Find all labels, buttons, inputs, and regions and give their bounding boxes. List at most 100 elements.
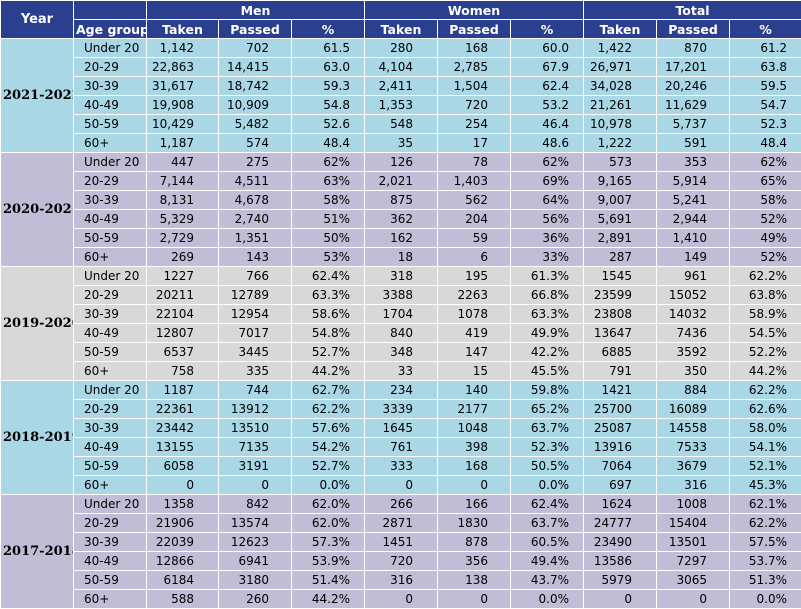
- women-taken-cell: 761: [365, 438, 438, 457]
- women-taken-cell: 333: [365, 457, 438, 476]
- total-passed-cell: 316: [657, 476, 730, 495]
- total-taken-cell: 287: [584, 248, 657, 267]
- total-passed-cell: 1,410: [657, 229, 730, 248]
- total-percent-cell: 58.9%: [730, 305, 801, 324]
- age-group-cell: 20-29: [74, 286, 147, 305]
- column-header-year: Year: [1, 1, 74, 39]
- total-passed-cell: 3679: [657, 457, 730, 476]
- men-percent-cell: 58.6%: [292, 305, 365, 324]
- women-passed-cell: 15: [438, 362, 511, 381]
- men-percent-cell: 51%: [292, 210, 365, 229]
- total-percent-cell: 62.2%: [730, 514, 801, 533]
- total-percent-cell: 59.5: [730, 77, 801, 96]
- women-taken-cell: 1645: [365, 419, 438, 438]
- men-taken-cell: 0: [147, 476, 219, 495]
- women-taken-cell: 875: [365, 191, 438, 210]
- age-group-cell: 40-49: [74, 96, 147, 115]
- total-percent-cell: 62.2%: [730, 267, 801, 286]
- women-passed-cell: 1830: [438, 514, 511, 533]
- age-group-cell: 20-29: [74, 400, 147, 419]
- total-taken-cell: 1545: [584, 267, 657, 286]
- men-percent-cell: 61.5: [292, 39, 365, 58]
- women-percent-cell: 46.4: [511, 115, 584, 134]
- total-taken-cell: 9,007: [584, 191, 657, 210]
- women-passed-cell: 419: [438, 324, 511, 343]
- women-taken-cell: 1704: [365, 305, 438, 324]
- men-percent-cell: 52.6: [292, 115, 365, 134]
- total-percent-cell: 45.3%: [730, 476, 801, 495]
- men-percent-cell: 57.3%: [292, 533, 365, 552]
- women-taken-cell: 348: [365, 343, 438, 362]
- column-header-blank: [74, 1, 147, 20]
- men-percent-cell: 62.2%: [292, 400, 365, 419]
- men-percent-cell: 63.3%: [292, 286, 365, 305]
- women-passed-cell: 878: [438, 533, 511, 552]
- women-passed-cell: 138: [438, 571, 511, 590]
- age-group-cell: 60+: [74, 362, 147, 381]
- total-passed-cell: 14558: [657, 419, 730, 438]
- men-percent-cell: 54.8: [292, 96, 365, 115]
- total-taken-cell: 6885: [584, 343, 657, 362]
- total-percent-cell: 54.7: [730, 96, 801, 115]
- total-percent-cell: 54.1%: [730, 438, 801, 457]
- women-percent-cell: 0.0%: [511, 590, 584, 609]
- men-passed-cell: 842: [219, 495, 292, 514]
- women-passed-cell: 140: [438, 381, 511, 400]
- men-taken-cell: 1358: [147, 495, 219, 514]
- men-percent-cell: 50%: [292, 229, 365, 248]
- women-passed-cell: 17: [438, 134, 511, 153]
- total-taken-cell: 13916: [584, 438, 657, 457]
- total-taken-cell: 0: [584, 590, 657, 609]
- women-taken-cell: 548: [365, 115, 438, 134]
- men-passed-cell: 13912: [219, 400, 292, 419]
- total-taken-cell: 5979: [584, 571, 657, 590]
- age-group-cell: 50-59: [74, 571, 147, 590]
- total-passed-cell: 350: [657, 362, 730, 381]
- men-taken-cell: 21906: [147, 514, 219, 533]
- men-taken-cell: 7,144: [147, 172, 219, 191]
- men-passed-cell: 4,678: [219, 191, 292, 210]
- men-passed-cell: 12954: [219, 305, 292, 324]
- year-cell: 2019-2020: [1, 267, 74, 381]
- women-percent-cell: 52.3%: [511, 438, 584, 457]
- women-passed-cell: 166: [438, 495, 511, 514]
- total-taken-cell: 1,222: [584, 134, 657, 153]
- men-taken-cell: 2,729: [147, 229, 219, 248]
- women-percent-cell: 66.8%: [511, 286, 584, 305]
- men-percent-cell: 54.8%: [292, 324, 365, 343]
- age-group-cell: 40-49: [74, 438, 147, 457]
- women-passed-cell: 356: [438, 552, 511, 571]
- women-percent-cell: 42.2%: [511, 343, 584, 362]
- column-header-women-percent: %: [511, 20, 584, 39]
- women-passed-cell: 147: [438, 343, 511, 362]
- men-taken-cell: 5,329: [147, 210, 219, 229]
- women-passed-cell: 0: [438, 590, 511, 609]
- women-passed-cell: 195: [438, 267, 511, 286]
- total-percent-cell: 52.3: [730, 115, 801, 134]
- total-percent-cell: 44.2%: [730, 362, 801, 381]
- men-taken-cell: 6537: [147, 343, 219, 362]
- total-taken-cell: 23490: [584, 533, 657, 552]
- total-percent-cell: 62%: [730, 153, 801, 172]
- column-header-women-taken: Taken: [365, 20, 438, 39]
- men-percent-cell: 63.0: [292, 58, 365, 77]
- men-taken-cell: 22039: [147, 533, 219, 552]
- age-group-cell: Under 20: [74, 39, 147, 58]
- total-percent-cell: 57.5%: [730, 533, 801, 552]
- total-taken-cell: 25087: [584, 419, 657, 438]
- men-percent-cell: 62.7%: [292, 381, 365, 400]
- total-passed-cell: 0: [657, 590, 730, 609]
- women-passed-cell: 168: [438, 457, 511, 476]
- total-passed-cell: 17,201: [657, 58, 730, 77]
- men-percent-cell: 44.2%: [292, 362, 365, 381]
- women-percent-cell: 60.0: [511, 39, 584, 58]
- women-percent-cell: 63.3%: [511, 305, 584, 324]
